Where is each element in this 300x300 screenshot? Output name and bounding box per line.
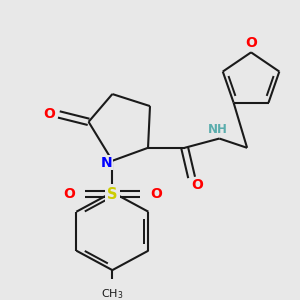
Text: O: O bbox=[245, 36, 257, 50]
Text: O: O bbox=[192, 178, 203, 192]
Text: O: O bbox=[150, 187, 162, 201]
Text: O: O bbox=[63, 187, 75, 201]
Text: N: N bbox=[100, 156, 112, 170]
Text: S: S bbox=[107, 187, 118, 202]
Text: O: O bbox=[43, 107, 55, 122]
Text: NH: NH bbox=[207, 123, 227, 136]
Text: CH$_3$: CH$_3$ bbox=[101, 287, 124, 300]
